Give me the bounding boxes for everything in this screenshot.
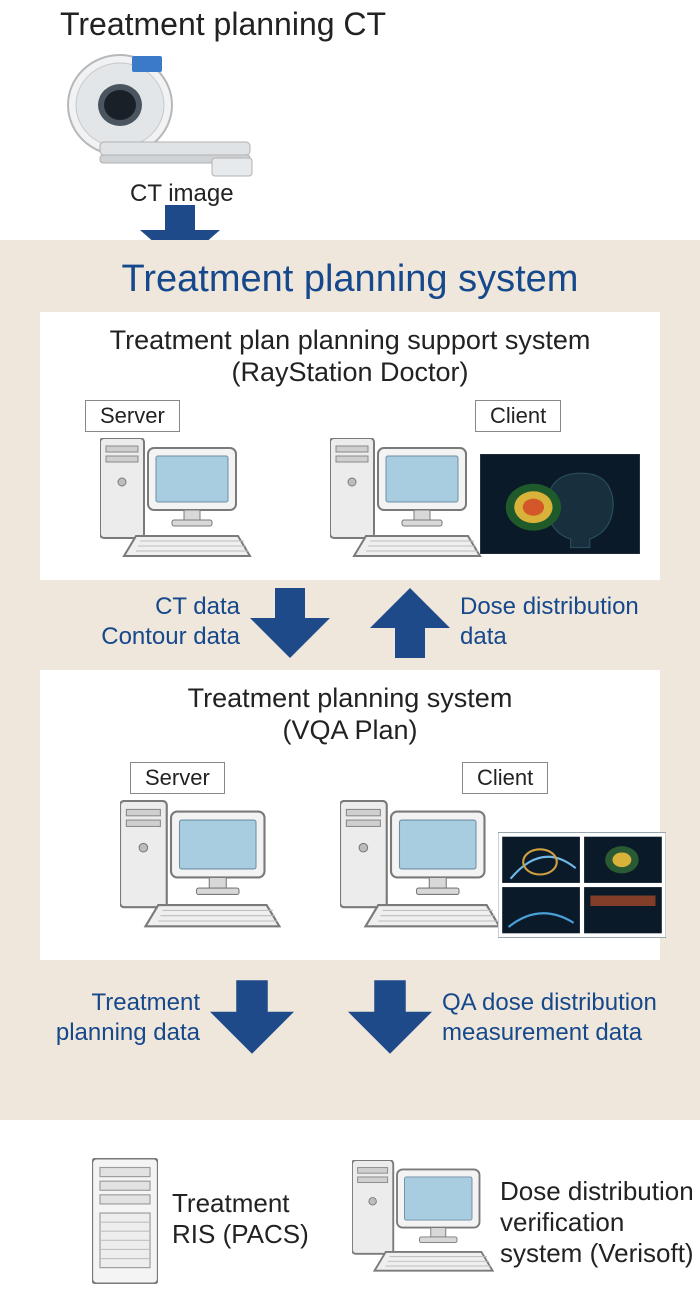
ct-image-label: CT image — [130, 180, 234, 208]
software-screenshot-icon — [480, 454, 640, 554]
workstation-icon — [330, 438, 490, 568]
client-tag: Client — [462, 762, 548, 794]
contour-data-text: Contour data — [101, 623, 240, 650]
dose-dist-text-l1: Dose distribution — [460, 593, 639, 620]
veri-l1: Dose distribution — [500, 1176, 694, 1206]
vqa-plan-title: Treatment planning system (VQA Plan) — [40, 670, 660, 747]
arrow-down-icon — [210, 980, 294, 1054]
verisoft-label: Dose distribution verification system (V… — [500, 1176, 694, 1270]
software-screenshot-icon — [498, 832, 666, 938]
vqa-title-l1: Treatment planning system — [188, 683, 513, 713]
tp-data-l2: planning data — [56, 1019, 200, 1046]
veri-l2: verification — [500, 1207, 624, 1237]
ris-l2: RIS (PACS) — [172, 1219, 309, 1249]
workstation-icon — [100, 438, 260, 568]
ct-scanner-icon — [60, 50, 260, 180]
arrow-down-icon — [348, 980, 432, 1054]
veri-l3: system (Verisoft) — [500, 1238, 694, 1268]
qa-l2: measurement data — [442, 1019, 642, 1046]
qa-l1: QA dose distribution — [442, 989, 657, 1016]
arrow-up-icon — [370, 588, 450, 658]
server-tag: Server — [85, 400, 180, 432]
treatment-ris-pacs-label: Treatment RIS (PACS) — [172, 1188, 309, 1250]
heading-treatment-planning-ct: Treatment planning CT — [60, 6, 386, 43]
raystation-title-l2: (RayStation Doctor) — [231, 357, 468, 387]
ct-contour-data-label: CT data Contour data — [70, 592, 240, 652]
raystation-title-l1: Treatment plan planning support system — [110, 325, 591, 355]
raystation-title: Treatment plan planning support system (… — [40, 312, 660, 389]
ct-data-text: CT data — [155, 593, 240, 620]
client-tag: Client — [475, 400, 561, 432]
dose-distribution-data-label: Dose distribution data — [460, 592, 639, 652]
workstation-icon — [340, 800, 510, 940]
dose-dist-text-l2: data — [460, 623, 507, 650]
ris-l1: Treatment — [172, 1188, 290, 1218]
workstation-icon — [120, 800, 290, 940]
treatment-planning-data-label: Treatment planning data — [30, 988, 200, 1048]
server-tag: Server — [130, 762, 225, 794]
server-rack-icon — [92, 1158, 158, 1284]
arrow-down-icon — [250, 588, 330, 658]
heading-treatment-planning-system: Treatment planning system — [0, 258, 700, 301]
workstation-icon — [352, 1160, 502, 1282]
tp-data-l1: Treatment — [92, 989, 200, 1016]
vqa-title-l2: (VQA Plan) — [282, 715, 417, 745]
qa-dose-measurement-label: QA dose distribution measurement data — [442, 988, 657, 1048]
